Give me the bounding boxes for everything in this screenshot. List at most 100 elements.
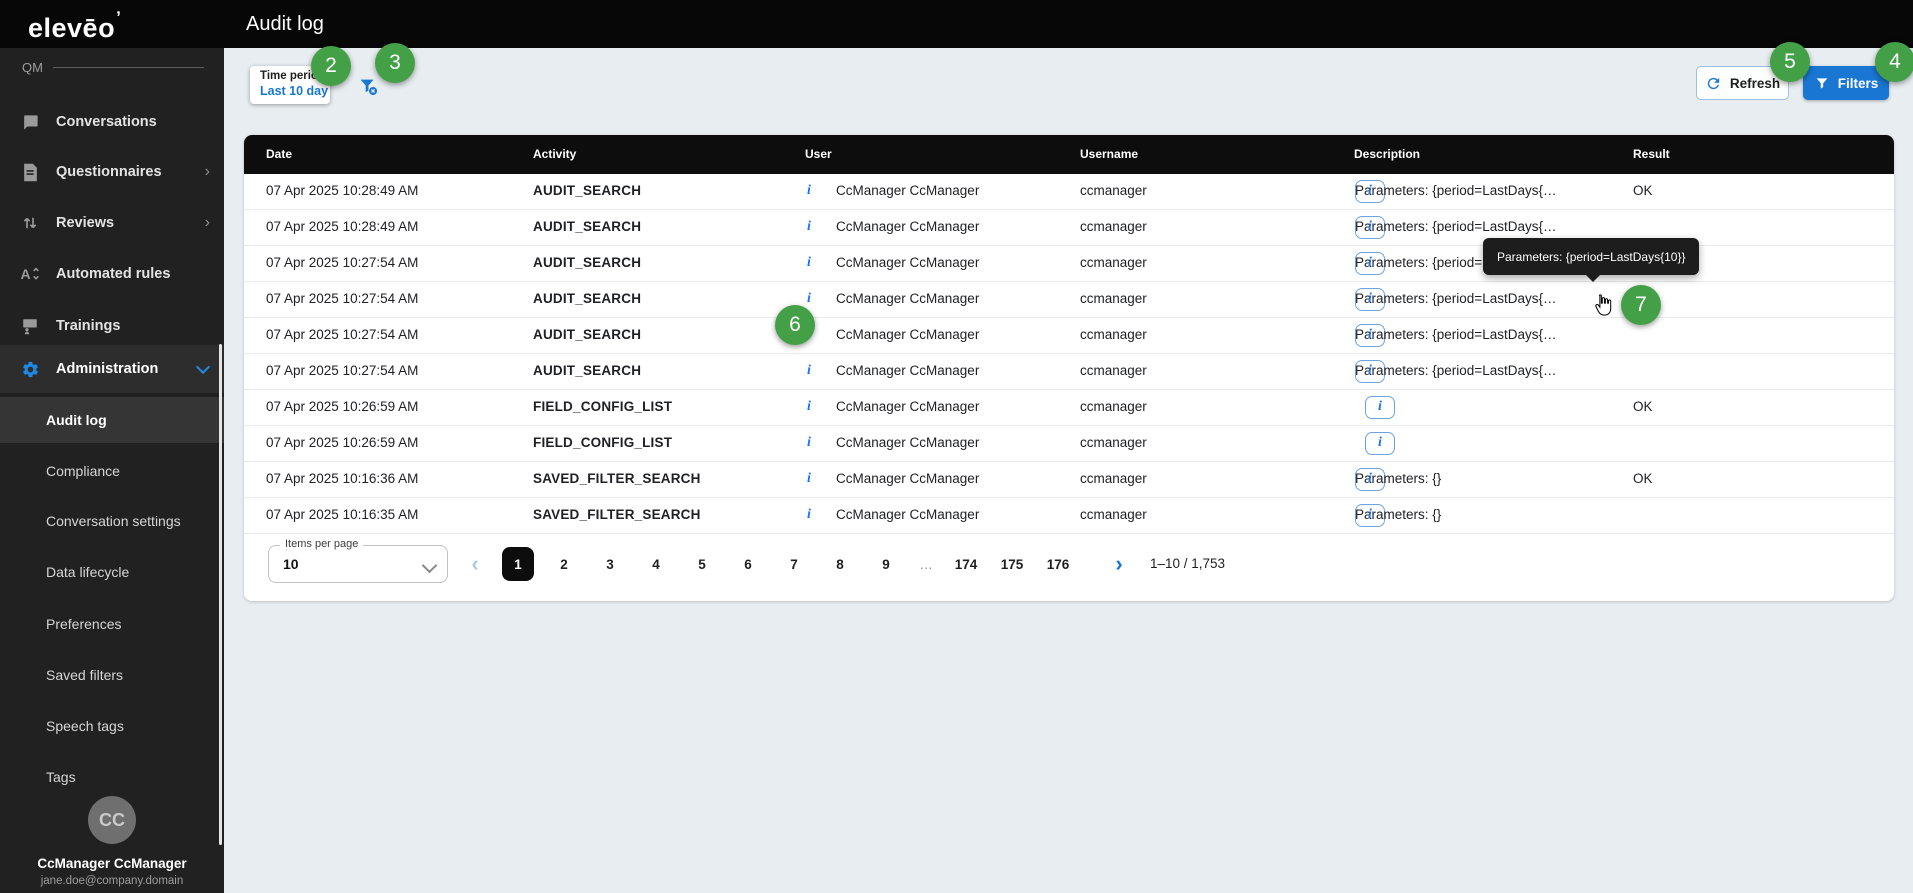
- pagination-page-6[interactable]: 6: [744, 556, 752, 572]
- cell-user: CcManager CcManager: [836, 219, 980, 234]
- table-row: 07 Apr 2025 10:16:36 AM SAVED_FILTER_SEA…: [244, 462, 1894, 498]
- cell-username: ccmanager: [1080, 471, 1147, 486]
- cell-user: CcManager CcManager: [836, 291, 980, 306]
- cell-user: CcManager CcManager: [836, 471, 980, 486]
- filters-button[interactable]: Filters: [1803, 66, 1889, 100]
- pagination-page-174[interactable]: 174: [954, 556, 978, 572]
- sidebar-scrollbar[interactable]: [219, 344, 222, 845]
- trainings-presentation-icon: [20, 316, 40, 336]
- sidebar-item-reviews[interactable]: Reviews ›: [0, 199, 224, 247]
- column-header-date: Date: [266, 147, 293, 161]
- cell-username: ccmanager: [1080, 291, 1147, 306]
- user-info-icon[interactable]: i: [807, 219, 811, 234]
- sidebar-subitem-conversation-settings[interactable]: Conversation settings: [46, 513, 181, 529]
- pagination-page-7[interactable]: 7: [790, 556, 798, 572]
- pagination-page-1[interactable]: 1: [502, 547, 534, 581]
- items-per-page-value: 10: [283, 556, 299, 572]
- eleveo-logo: elevēoʼ: [28, 8, 122, 43]
- cell-description: Parameters: {period=LastDays{… i: [1355, 318, 1556, 352]
- pagination-page-5[interactable]: 5: [698, 556, 706, 572]
- table-row: 07 Apr 2025 10:16:35 AM SAVED_FILTER_SEA…: [244, 498, 1894, 534]
- sidebar-subitem-tags[interactable]: Tags: [46, 769, 76, 785]
- pagination-page-9[interactable]: 9: [882, 556, 890, 572]
- pagination-page-2[interactable]: 2: [560, 556, 568, 572]
- user-info-icon[interactable]: i: [807, 363, 811, 378]
- user-info-icon[interactable]: i: [807, 183, 811, 198]
- user-info-icon[interactable]: i: [807, 291, 811, 306]
- cell-user: CcManager CcManager: [836, 183, 980, 198]
- description-info-button[interactable]: i: [1355, 359, 1385, 383]
- user-info-icon[interactable]: i: [807, 507, 811, 522]
- parameters-tooltip: Parameters: {period=LastDays{10}}: [1483, 238, 1700, 282]
- cell-username: ccmanager: [1080, 219, 1147, 234]
- description-info-button[interactable]: i: [1365, 395, 1395, 419]
- user-info-icon[interactable]: i: [807, 399, 811, 414]
- cell-date: 07 Apr 2025 10:27:54 AM: [266, 327, 419, 342]
- current-user-block[interactable]: CC CcManager CcManager jane.doe@company.…: [0, 796, 224, 887]
- cell-user: CcManager CcManager: [836, 327, 980, 342]
- cell-description: Parameters: {} i: [1355, 462, 1441, 496]
- cell-activity: AUDIT_SEARCH: [533, 327, 642, 342]
- clear-filter-icon[interactable]: [357, 75, 379, 97]
- cell-description: Parameters: {period=LastDays{… i: [1355, 354, 1556, 388]
- pagination-page-3[interactable]: 3: [606, 556, 614, 572]
- pagination-prev-button[interactable]: ‹: [471, 551, 479, 576]
- user-info-icon[interactable]: i: [807, 255, 811, 270]
- sidebar-item-questionnaires[interactable]: Questionnaires ›: [0, 148, 224, 196]
- description-info-button[interactable]: i: [1355, 179, 1385, 203]
- cell-description: i: [1355, 390, 1395, 424]
- sidebar-subitem-compliance[interactable]: Compliance: [46, 463, 120, 479]
- sidebar-subitem-audit-log[interactable]: Audit log: [0, 397, 224, 443]
- user-info-icon[interactable]: i: [807, 435, 811, 450]
- sidebar-item-automated-rules[interactable]: A Automated rules: [20, 266, 171, 282]
- cell-user: CcManager CcManager: [836, 363, 980, 378]
- cell-user: CcManager CcManager: [836, 507, 980, 522]
- pagination-next-button[interactable]: ›: [1115, 551, 1123, 576]
- description-info-button[interactable]: i: [1355, 287, 1385, 311]
- chevron-right-icon: ›: [204, 214, 210, 231]
- sidebar-subitem-speech-tags[interactable]: Speech tags: [46, 718, 124, 734]
- cell-date: 07 Apr 2025 10:28:49 AM: [266, 219, 419, 234]
- items-per-page-select[interactable]: Items per page 10: [268, 538, 448, 583]
- column-header-username: Username: [1080, 147, 1139, 161]
- pagination-pages: 1 2 3 4 5 6 7 8 9 … 174 175 176: [502, 547, 1074, 581]
- user-info-icon[interactable]: i: [807, 471, 811, 486]
- time-period-value: Last 10 day: [260, 84, 329, 98]
- sidebar-item-administration[interactable]: Administration: [0, 345, 224, 393]
- workspace-label: QM: [22, 60, 43, 75]
- chevron-right-icon: ›: [204, 163, 210, 180]
- pagination-page-4[interactable]: 4: [652, 556, 660, 572]
- filter-funnel-icon: [1814, 75, 1830, 91]
- time-period-label: Time period: [260, 70, 325, 82]
- cell-description: Parameters: {period=LastDays{… i: [1355, 210, 1556, 244]
- sidebar-subitem-saved-filters[interactable]: Saved filters: [46, 667, 124, 683]
- description-info-button[interactable]: i: [1355, 251, 1385, 275]
- annotation-badge-2: 2: [311, 46, 351, 86]
- sidebar-subitem-preferences[interactable]: Preferences: [46, 616, 122, 632]
- description-info-button[interactable]: i: [1355, 467, 1385, 491]
- top-bar: elevēoʼ Audit log: [0, 0, 1913, 48]
- description-info-button[interactable]: i: [1355, 323, 1385, 347]
- sidebar-subitem-data-lifecycle[interactable]: Data lifecycle: [46, 564, 130, 580]
- column-header-description: Description: [1354, 147, 1421, 161]
- description-info-button[interactable]: i: [1355, 215, 1385, 239]
- refresh-icon: [1705, 75, 1722, 92]
- cell-date: 07 Apr 2025 10:16:35 AM: [266, 507, 419, 522]
- sidebar-item-trainings[interactable]: Trainings: [0, 302, 224, 350]
- cell-username: ccmanager: [1080, 507, 1147, 522]
- cell-username: ccmanager: [1080, 399, 1147, 414]
- description-info-button[interactable]: i: [1365, 431, 1395, 455]
- sidebar-item-conversations[interactable]: Conversations: [0, 98, 224, 146]
- pagination-page-175[interactable]: 175: [1000, 556, 1024, 572]
- cell-result: OK: [1633, 399, 1653, 414]
- cell-result: OK: [1633, 183, 1653, 198]
- divider: [52, 67, 204, 68]
- pagination-page-176[interactable]: 176: [1046, 556, 1070, 572]
- column-header-activity: Activity: [533, 147, 577, 161]
- avatar[interactable]: CC: [88, 796, 136, 844]
- description-info-button[interactable]: i: [1355, 503, 1385, 527]
- pagination-page-8[interactable]: 8: [836, 556, 844, 572]
- sort-arrows-icon: [20, 213, 40, 233]
- items-per-page-label: Items per page: [280, 538, 364, 550]
